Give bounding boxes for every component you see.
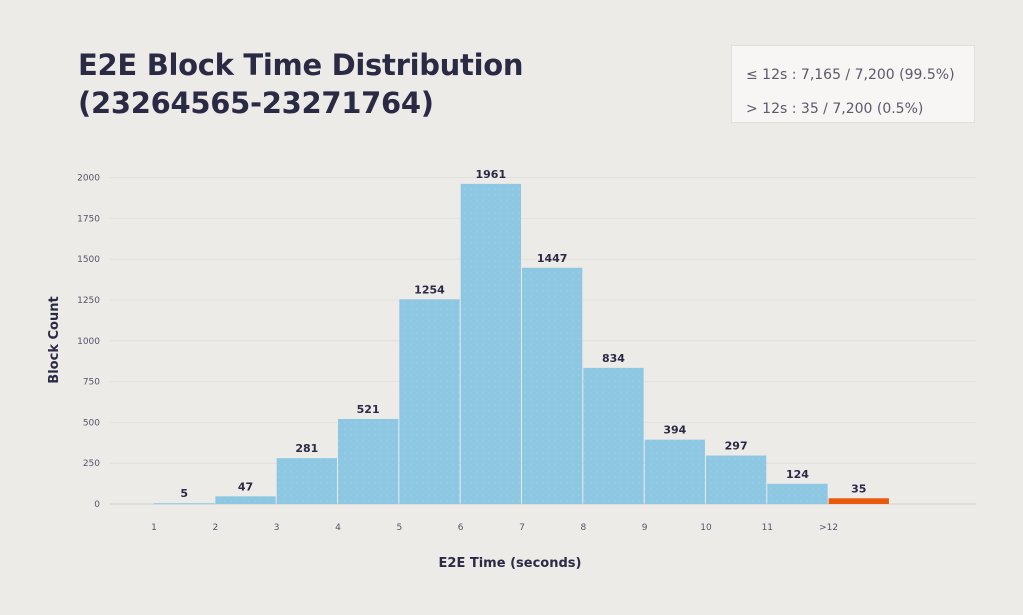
- histogram-bar: [767, 483, 828, 504]
- histogram-bar: [337, 418, 399, 504]
- bar-value-label: 1254: [414, 283, 445, 296]
- bar-value-label: 1961: [476, 168, 507, 181]
- x-tick-label: 8: [580, 523, 586, 533]
- y-tick-label: 250: [83, 459, 100, 469]
- bar-value-label: 834: [602, 352, 625, 365]
- bar-value-label: 1447: [537, 252, 568, 265]
- summary-over-threshold: > 12s : 35 / 7,200 (0.5%): [746, 101, 924, 117]
- bar-value-label: 394: [663, 424, 686, 437]
- y-tick-label: 1750: [77, 214, 100, 224]
- histogram-bar: [705, 455, 767, 504]
- x-tick-label: >12: [819, 523, 838, 533]
- chart-title-line1: E2E Block Time Distribution: [78, 48, 524, 82]
- bar-value-label: 281: [295, 442, 318, 455]
- chart-title-line2: (23264565-23271764): [78, 86, 434, 120]
- histogram-bar: [583, 367, 644, 504]
- bar-value-label: 297: [725, 440, 748, 453]
- bar-value-label: 5: [180, 487, 188, 500]
- histogram-bar: [276, 458, 337, 504]
- x-tick-label: 9: [642, 523, 648, 533]
- summary-box: ≤ 12s : 7,165 / 7,200 (99.5%) > 12s : 35…: [731, 45, 975, 123]
- bar-value-label: 124: [786, 468, 809, 481]
- x-tick-label: 3: [274, 523, 280, 533]
- x-tick-label: 10: [700, 523, 712, 533]
- y-tick-label: 500: [83, 418, 100, 428]
- y-axis-label: Block Count: [47, 296, 62, 383]
- histogram-bar: [215, 496, 276, 504]
- x-tick-label: 2: [212, 523, 218, 533]
- y-tick-label: 1000: [77, 337, 100, 347]
- x-tick-label: 6: [458, 523, 464, 533]
- y-tick-label: 750: [83, 378, 100, 388]
- bar-value-label: 521: [357, 403, 380, 416]
- chart-title: E2E Block Time Distribution (23264565-23…: [78, 46, 524, 122]
- bar-value-label: 47: [238, 480, 253, 493]
- histogram-bar: [460, 183, 521, 504]
- x-tick-label: 4: [335, 523, 341, 533]
- bar-value-label: 35: [851, 482, 866, 495]
- y-tick-label: 1500: [77, 255, 100, 265]
- x-tick-label: 5: [396, 523, 402, 533]
- x-tick-label: 1: [151, 523, 157, 533]
- histogram-bar: [644, 439, 705, 504]
- y-tick-label: 1250: [77, 296, 100, 306]
- y-tick-label: 2000: [77, 174, 100, 184]
- histogram-bar: [521, 267, 583, 504]
- summary-within-threshold: ≤ 12s : 7,165 / 7,200 (99.5%): [746, 67, 955, 83]
- y-tick-label: 0: [94, 500, 100, 510]
- x-axis-label: E2E Time (seconds): [439, 556, 582, 571]
- x-tick-label: 7: [519, 523, 525, 533]
- histogram-bar: [828, 498, 889, 504]
- x-tick-label: 11: [762, 523, 773, 533]
- histogram-bar: [154, 503, 215, 505]
- histogram-bar: [399, 299, 460, 504]
